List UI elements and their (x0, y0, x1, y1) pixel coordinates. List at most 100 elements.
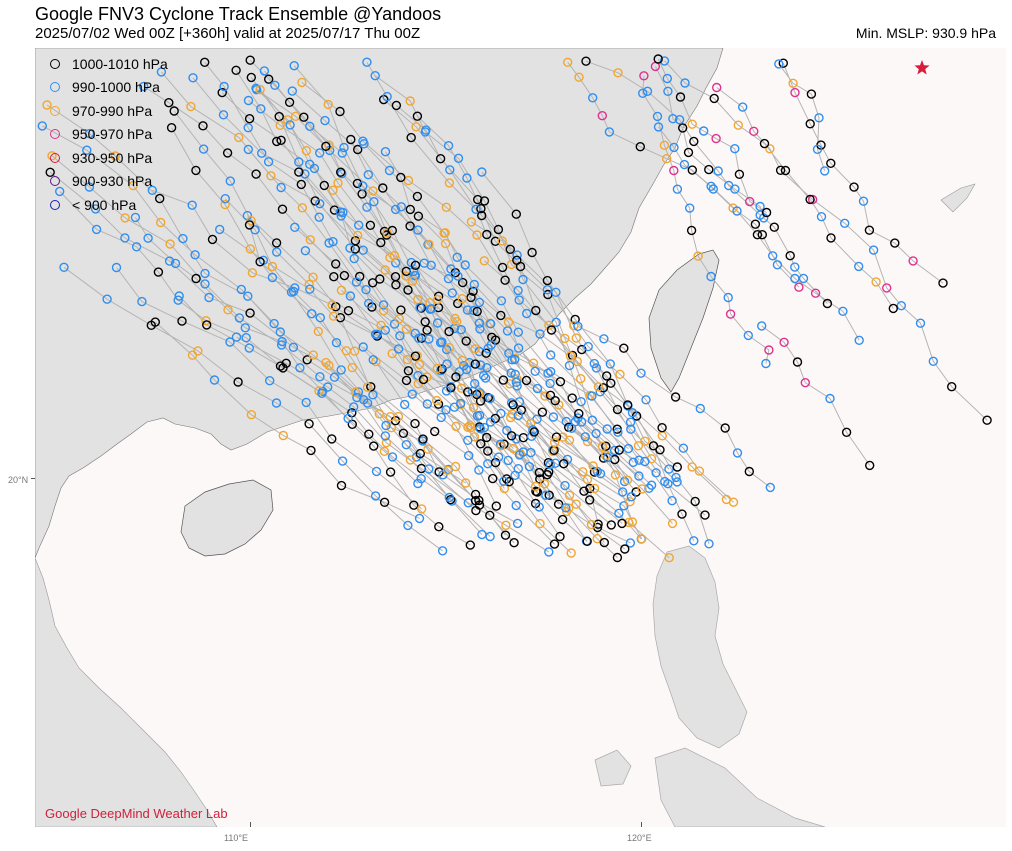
track-point (586, 519, 597, 530)
track-point (581, 56, 591, 66)
track-point (780, 165, 791, 176)
track-point (555, 531, 565, 542)
track-point (486, 340, 496, 350)
track-point (560, 333, 570, 344)
track-point (472, 230, 482, 240)
track-point (353, 387, 364, 397)
track-point (402, 354, 413, 365)
track-point (725, 309, 736, 319)
track-point (380, 431, 391, 441)
map-panel (35, 48, 1006, 827)
track-point (430, 426, 440, 437)
track-point (445, 165, 455, 175)
legend-item: 900-930 hPa (42, 170, 168, 194)
track-line (340, 317, 618, 558)
track-point (516, 405, 526, 415)
track-point (461, 336, 471, 346)
track-point (576, 397, 586, 407)
track-point (385, 467, 396, 477)
track-point (840, 218, 850, 229)
track-point (610, 470, 621, 480)
track-point (437, 337, 447, 347)
legend-label: 900-930 hPa (72, 173, 153, 190)
track-line (664, 60, 894, 309)
track-point (368, 186, 378, 196)
track-point (374, 409, 384, 419)
track-line (418, 215, 605, 543)
track-point (396, 305, 406, 315)
track-point (193, 346, 203, 356)
track-point (790, 87, 800, 98)
track-point (723, 292, 733, 303)
track-point (871, 277, 881, 287)
track-point (449, 402, 460, 412)
track-point (263, 74, 274, 84)
track-point (550, 437, 560, 448)
track-point (565, 351, 576, 361)
track-point (110, 151, 120, 161)
track-point (548, 412, 559, 422)
track-point (805, 119, 815, 129)
track-point (468, 402, 479, 413)
track-line (716, 87, 988, 421)
legend-label: 950-970 hPa (72, 126, 153, 143)
track-point (576, 374, 586, 384)
track-point (759, 138, 770, 149)
track-point (580, 432, 590, 442)
track-point (246, 410, 257, 420)
track-point (506, 398, 517, 408)
track-line (46, 104, 491, 537)
track-point (470, 496, 481, 506)
track-point (370, 71, 380, 81)
track-point (694, 466, 705, 476)
track-point (409, 500, 419, 510)
track-point (323, 382, 333, 392)
track-point (42, 100, 52, 110)
track-point (137, 296, 147, 307)
track-point (566, 548, 576, 558)
track-point (313, 326, 323, 337)
track-point (461, 478, 471, 488)
track-point (601, 441, 611, 451)
track-point (738, 102, 748, 112)
track-point (418, 374, 429, 385)
track-point (328, 311, 339, 321)
track-point (120, 233, 130, 243)
track-point (393, 344, 404, 354)
track-point (561, 503, 571, 513)
track-point (437, 364, 447, 374)
track-point (496, 310, 506, 321)
track-point (335, 313, 346, 323)
legend-item: 950-970 hPa (42, 123, 168, 147)
track-point (720, 423, 730, 433)
track-point (947, 382, 957, 392)
track-point (209, 375, 220, 385)
track-point (419, 258, 429, 268)
track-point (263, 157, 274, 167)
track-point (464, 450, 474, 461)
track-point (321, 357, 331, 368)
track-point (521, 375, 532, 386)
track-point (403, 175, 414, 186)
track-point (513, 410, 523, 421)
track-point (679, 159, 690, 170)
track-point (672, 462, 682, 472)
track-point (413, 478, 423, 489)
track-point (433, 294, 443, 305)
ensemble-tracks (37, 54, 992, 563)
track-point (619, 343, 629, 353)
track-point (768, 251, 778, 261)
track-point (358, 136, 368, 146)
track-point (532, 414, 542, 424)
track-point (410, 328, 420, 338)
track-point (422, 399, 432, 409)
track-point (627, 408, 638, 418)
track-point (471, 204, 481, 215)
track-point (501, 474, 512, 484)
track-point (512, 255, 522, 266)
legend-item: < 900 hPa (42, 193, 168, 217)
track-line (249, 59, 554, 451)
track-point (826, 158, 836, 169)
track-point (757, 321, 767, 331)
track-point (690, 496, 700, 507)
